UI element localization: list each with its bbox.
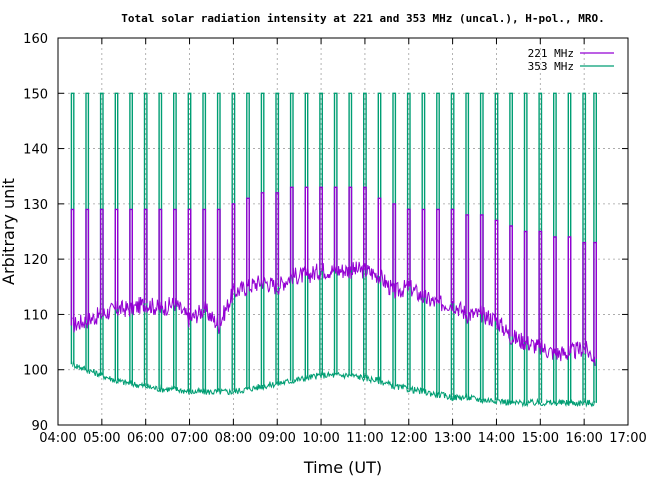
grid: [58, 38, 628, 425]
series-spike: [187, 208, 192, 320]
series-spike: [363, 186, 367, 271]
x-tick-label: 06:00: [127, 431, 164, 446]
series-spike: [406, 208, 411, 287]
series-spike: [494, 219, 499, 320]
legend: 221 MHz 353 MHz: [528, 47, 614, 73]
series-spike: [158, 208, 163, 309]
series-spike: [260, 192, 265, 282]
y-tick-label: 160: [23, 32, 48, 47]
series-spike: [392, 203, 397, 293]
x-tick-label: 10:00: [302, 431, 339, 446]
chart-title: Total solar radiation intensity at 221 a…: [121, 12, 604, 25]
legend-entry-221-mhz: 221 MHz: [528, 47, 574, 60]
series-spike: [246, 197, 250, 287]
series-spike: [70, 208, 75, 326]
y-tick-label: 100: [23, 364, 48, 379]
series-spike: [114, 208, 119, 309]
series-spike: [173, 208, 177, 304]
x-tick-label: 09:00: [258, 431, 295, 446]
series-spike: [348, 186, 353, 271]
series-spike: [421, 208, 426, 298]
series-spike: [99, 208, 104, 315]
y-tick-label: 120: [23, 253, 48, 268]
y-axis-ticks: 90 100 110 120 130 140 150 160: [23, 32, 628, 434]
series-spike: [538, 230, 543, 348]
x-tick-label: 14:00: [478, 431, 515, 446]
series-spike: [275, 192, 280, 287]
series-spike: [523, 230, 528, 343]
series-spike: [333, 186, 338, 271]
x-tick-label: 08:00: [215, 431, 252, 446]
series-spike: [465, 214, 470, 315]
series-spike: [319, 186, 323, 271]
x-tick-label: 16:00: [565, 431, 602, 446]
series-spike: [202, 208, 207, 309]
x-tick-label: 13:00: [434, 431, 471, 446]
plot-frame: [57, 37, 629, 426]
series-spike: [216, 208, 221, 326]
x-tick-label: 15:00: [522, 431, 559, 446]
series-spike: [289, 186, 294, 276]
series-spike: [582, 241, 587, 348]
series-spike: [436, 208, 440, 304]
series-spike: [450, 208, 455, 304]
x-tick-label: 04:00: [39, 431, 76, 446]
y-tick-label: 140: [23, 143, 48, 158]
x-axis-ticks: 04:00 05:00 06:00 07:00 08:00 09:00 10:00 11:00…: [39, 38, 647, 446]
x-tick-label: 05:00: [83, 431, 120, 446]
legend-entry-353-mhz: 353 MHz: [528, 60, 574, 73]
x-tick-label: 11:00: [346, 431, 383, 446]
y-axis-label: Arbitrary unit: [0, 178, 18, 285]
series-spike: [553, 236, 557, 354]
series-spike: [377, 197, 382, 276]
series-spike: [567, 236, 572, 354]
y-tick-label: 130: [23, 198, 48, 213]
y-tick-label: 90: [31, 419, 48, 434]
series: [70, 92, 597, 408]
series-spike: [509, 225, 513, 337]
series-spike: [479, 214, 484, 315]
x-tick-label: 12:00: [390, 431, 427, 446]
x-tick-label: 07:00: [171, 431, 208, 446]
series-spike: [231, 203, 236, 293]
series-spike: [85, 208, 90, 320]
series-line-1: [72, 361, 596, 408]
x-tick-label: 17:00: [609, 431, 646, 446]
series-spike: [304, 186, 309, 276]
series-spike: [129, 208, 133, 309]
x-axis-label: Time (UT): [303, 458, 382, 477]
y-tick-label: 150: [23, 87, 48, 102]
series-spike: [143, 208, 148, 304]
series-spike: [593, 241, 597, 359]
y-tick-label: 110: [23, 308, 48, 323]
